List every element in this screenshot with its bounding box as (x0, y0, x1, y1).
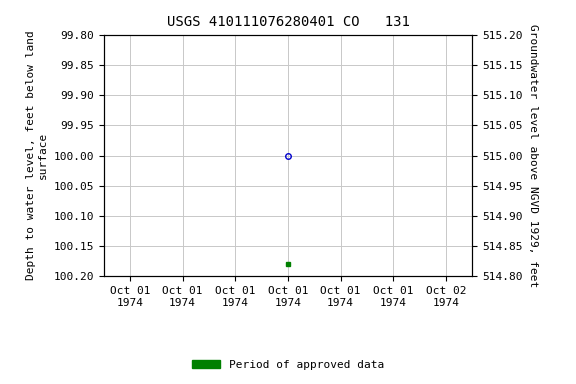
Y-axis label: Groundwater level above NGVD 1929, feet: Groundwater level above NGVD 1929, feet (528, 24, 538, 287)
Y-axis label: Depth to water level, feet below land
surface: Depth to water level, feet below land su… (26, 31, 48, 280)
Title: USGS 410111076280401 CO   131: USGS 410111076280401 CO 131 (166, 15, 410, 29)
Legend: Period of approved data: Period of approved data (188, 356, 388, 375)
